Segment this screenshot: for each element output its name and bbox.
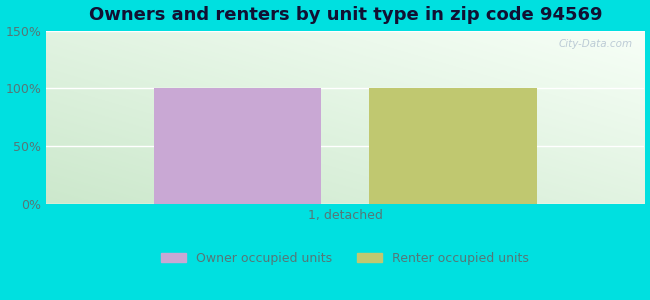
Legend: Owner occupied units, Renter occupied units: Owner occupied units, Renter occupied un… (157, 247, 534, 270)
Text: City-Data.com: City-Data.com (558, 39, 632, 49)
Bar (154, 88, 322, 204)
Title: Owners and renters by unit type in zip code 94569: Owners and renters by unit type in zip c… (88, 6, 602, 24)
Bar (369, 88, 537, 204)
